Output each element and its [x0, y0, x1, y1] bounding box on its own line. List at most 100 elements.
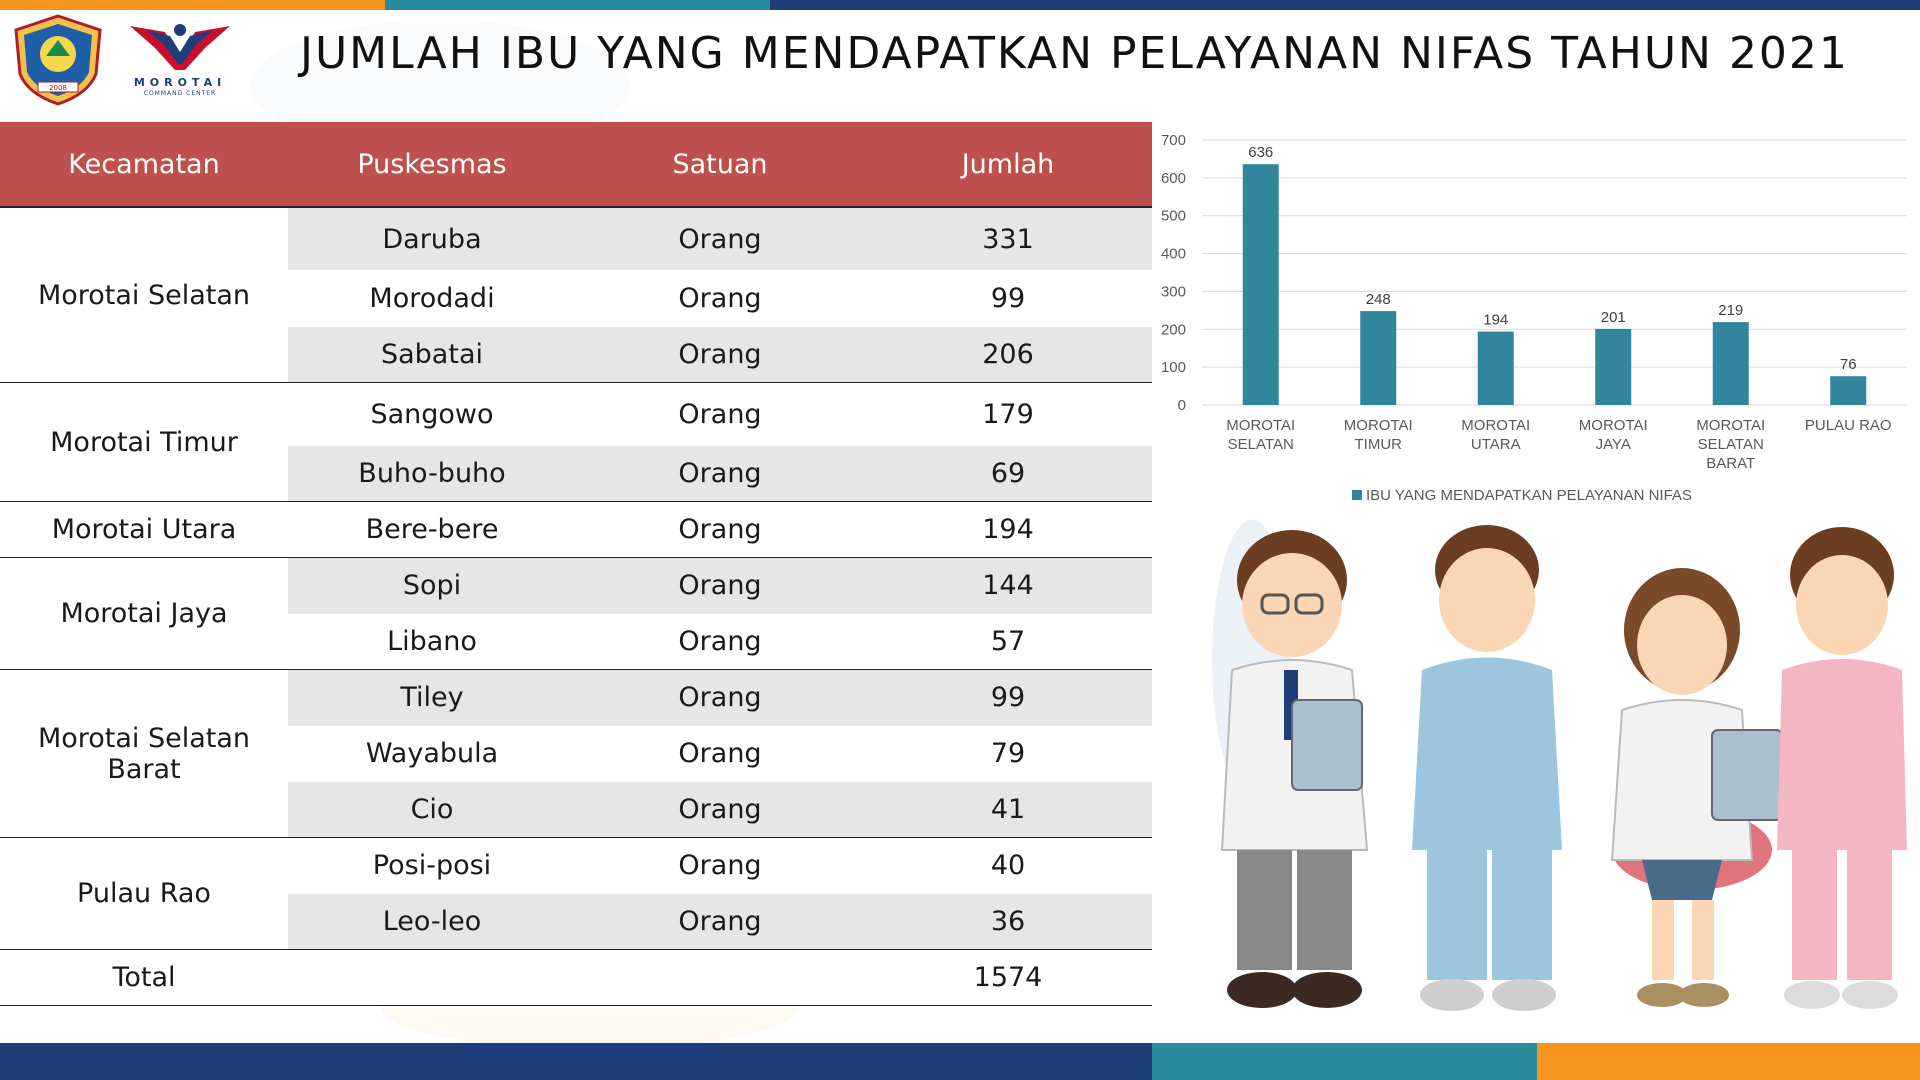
x-tick-label: BARAT [1706, 455, 1755, 472]
top-color-band [0, 0, 1920, 10]
header-satuan: Satuan [576, 122, 864, 208]
bottom-band-navy [0, 1043, 1152, 1080]
x-tick-label: TIMUR [1355, 436, 1403, 453]
cell-jumlah: 79 [864, 725, 1152, 782]
y-tick-label: 0 [1178, 397, 1186, 414]
doctor-male-icon [1220, 530, 1369, 1008]
nurse-male-icon [1412, 525, 1562, 1011]
cell-jumlah: 57 [864, 613, 1152, 670]
cell-puskesmas: Daruba [288, 206, 576, 270]
x-tick-label: MOROTAI [1226, 417, 1295, 434]
cell-jumlah: 206 [864, 327, 1152, 383]
x-tick-label: SELATAN [1698, 436, 1764, 453]
header-kecamatan: Kecamatan [0, 122, 288, 208]
cell-kecamatan: Morotai Timur [0, 382, 288, 502]
x-tick-label: PULAU RAO [1805, 417, 1892, 434]
bottom-band-orange [1537, 1043, 1920, 1080]
cell-jumlah: 41 [864, 781, 1152, 838]
table-row: Wayabula Orang 79 [0, 725, 1152, 782]
cell-kecamatan: Morotai Utara [0, 501, 288, 558]
table-row: Morotai Timur Sangowo Orang 179 [0, 382, 1152, 502]
data-label: 76 [1840, 356, 1857, 373]
health-workers-illustration [1212, 520, 1907, 1011]
bottom-band-teal [1152, 1043, 1537, 1080]
bar [1242, 164, 1279, 405]
y-tick-label: 600 [1161, 170, 1186, 187]
cell-kecamatan: Morotai Jaya [0, 557, 288, 670]
table-row: Morotai Jaya Sopi Orang 144 [0, 557, 1152, 670]
header-puskesmas: Puskesmas [288, 122, 576, 208]
doctor-female-icon [1610, 568, 1783, 1007]
cell-puskesmas: Tiley [288, 669, 576, 726]
logo-subtitle: COMMAND CENTER [143, 90, 217, 97]
cell-satuan: Orang [576, 669, 864, 726]
table-row: Morotai Selatan Daruba Orang 331 [0, 206, 1152, 383]
y-tick-label: 400 [1161, 246, 1186, 263]
top-band-teal [385, 0, 770, 10]
table-row: Buho-buho Orang 69 [0, 445, 1152, 502]
cell-satuan: Orang [576, 445, 864, 502]
cell-puskesmas: Sangowo [288, 382, 576, 446]
table-row: Morodadi Orang 99 [0, 270, 1152, 327]
cell-puskesmas: Sabatai [288, 327, 576, 383]
cell-satuan: Orang [576, 327, 864, 383]
total-empty [576, 949, 864, 1006]
table-row: Pulau Rao Posi-posi Orang 40 [0, 837, 1152, 950]
cell-kecamatan: Morotai Selatan [0, 206, 288, 383]
legend-swatch [1352, 490, 1362, 500]
bar [1712, 322, 1749, 405]
cell-satuan: Orang [576, 557, 864, 614]
cell-puskesmas: Leo-leo [288, 893, 576, 950]
table-row: Morotai Utara Bere-bere Orang 194 [0, 501, 1152, 558]
table-row: Libano Orang 57 [0, 613, 1152, 670]
cell-jumlah: 99 [864, 669, 1152, 726]
x-tick-label: SELATAN [1228, 436, 1294, 453]
table-row: Morotai Selatan Barat Tiley Orang 99 [0, 669, 1152, 838]
cell-jumlah: 36 [864, 893, 1152, 950]
cell-jumlah: 99 [864, 270, 1152, 327]
bar [1595, 328, 1632, 405]
cell-satuan: Orang [576, 270, 864, 327]
cell-satuan: Orang [576, 837, 864, 894]
cell-jumlah: 179 [864, 382, 1152, 446]
total-label: Total [0, 949, 288, 1006]
y-tick-label: 700 [1161, 132, 1186, 149]
table-row: Cio Orang 41 [0, 781, 1152, 838]
table-total-row: Total 1574 [0, 949, 1152, 1006]
x-tick-label: MOROTAI [1344, 417, 1413, 434]
cell-jumlah: 40 [864, 837, 1152, 894]
cell-puskesmas: Buho-buho [288, 445, 576, 502]
top-band-navy [770, 0, 1920, 10]
bottom-color-band [0, 1043, 1920, 1080]
cell-puskesmas: Wayabula [288, 725, 576, 782]
total-value: 1574 [864, 949, 1152, 1006]
bar [1360, 311, 1397, 405]
cell-satuan: Orang [576, 501, 864, 558]
data-label: 201 [1601, 309, 1626, 326]
header-jumlah: Jumlah [864, 122, 1152, 208]
bar [1477, 331, 1514, 405]
x-tick-label: MOROTAI [1461, 417, 1530, 434]
cell-puskesmas: Libano [288, 613, 576, 670]
morotai-command-center-logo: MOROTAI COMMAND CENTER [125, 18, 245, 98]
legend-label: IBU YANG MENDAPATKAN PELAYANAN NIFAS [1366, 487, 1692, 504]
regency-emblem-logo: 2008 [14, 14, 102, 106]
cell-satuan: Orang [576, 781, 864, 838]
bar [1830, 376, 1867, 405]
y-tick-label: 100 [1161, 359, 1186, 376]
nifas-table: Kecamatan Puskesmas Satuan Jumlah Morota… [0, 122, 1152, 1006]
cell-satuan: Orang [576, 893, 864, 950]
y-tick-label: 200 [1161, 321, 1186, 338]
x-tick-label: MOROTAI [1579, 417, 1648, 434]
cell-kecamatan: Pulau Rao [0, 837, 288, 950]
cell-satuan: Orang [576, 206, 864, 270]
x-tick-label: JAYA [1596, 436, 1631, 453]
cell-jumlah: 331 [864, 206, 1152, 270]
cell-puskesmas: Cio [288, 781, 576, 838]
table-row: Leo-leo Orang 36 [0, 893, 1152, 950]
y-tick-label: 300 [1161, 283, 1186, 300]
cell-satuan: Orang [576, 613, 864, 670]
cell-puskesmas: Sopi [288, 557, 576, 614]
cell-puskesmas: Morodadi [288, 270, 576, 327]
x-tick-label: UTARA [1471, 436, 1521, 453]
